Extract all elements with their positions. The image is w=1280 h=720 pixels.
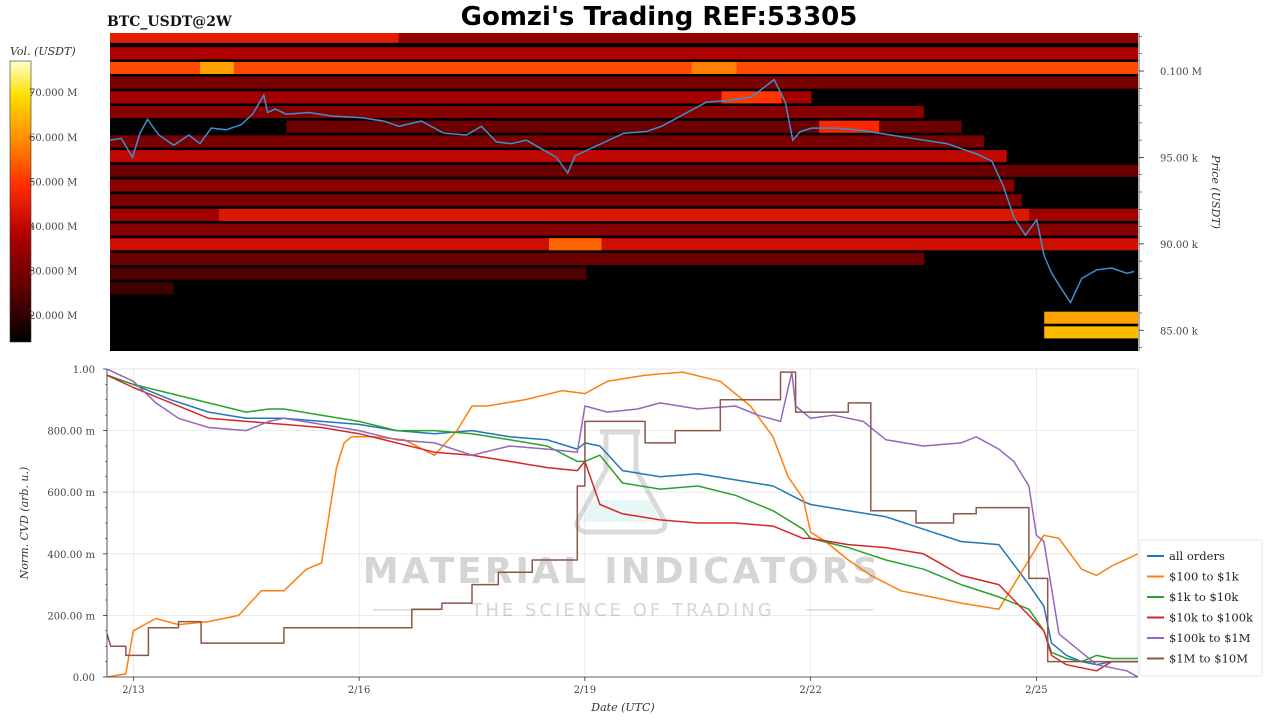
- legend-label: $100 to $1k: [1169, 570, 1240, 584]
- legend-label: $1k to $10k: [1169, 590, 1239, 604]
- heatmap-band: [110, 135, 985, 148]
- heatmap-band: [398, 33, 1138, 43]
- series-line-5: [107, 371, 1138, 663]
- colorbar-tick-label: 20.000 M: [29, 311, 77, 322]
- legend-label: $1M to $10M: [1169, 652, 1248, 666]
- legend-label: $10k to $100k: [1169, 611, 1254, 625]
- series-line-1: [107, 371, 1138, 677]
- heatmap-band: [110, 61, 1138, 74]
- cvd-y-tick-label: 800.00 m: [47, 427, 95, 438]
- colorbar-tick-label: 60.000 M: [29, 133, 77, 144]
- heatmap-band: [110, 223, 1138, 236]
- symbol-label: BTC_USDT@2W: [107, 14, 232, 30]
- cvd-y-tick-label: 600.00 m: [47, 488, 95, 499]
- heatmap-band: [1044, 326, 1138, 339]
- cvd-x-ticks: 2/13 2/16 2/19 2/22 2/25: [122, 677, 1048, 696]
- cvd-series: [107, 369, 1138, 677]
- cvd-y-axis-label: Norm. CVD (arb. u.): [18, 467, 31, 581]
- heatmap-band: [110, 76, 1138, 89]
- legend: all orders $100 to $1k $1k to $10k $10k to …: [1139, 539, 1263, 677]
- cvd-y-ticks: 0.00 200.00 m 400.00 m 600.00 m 800.00 m 1.00: [47, 365, 107, 684]
- heatmap-band: [691, 61, 737, 74]
- price-axis-ticks: 85.00 k 90.00 k 95.00 k 0.100 M: [1139, 36, 1202, 348]
- watermark: MATERIAL INDICATORS THE SCIENCE OF TRADI…: [363, 429, 882, 621]
- cvd-x-tick-label: 2/25: [1025, 685, 1047, 696]
- cvd-y-tick-label: 0.00: [73, 673, 95, 684]
- heatmap-panel: 85.00 k 90.00 k 95.00 k 0.100 M Price (USDT…: [110, 33, 1222, 351]
- cvd-x-tick-label: 2/22: [799, 685, 821, 696]
- colorbar-tick-label: 40.000 M: [29, 222, 77, 233]
- cvd-x-tick-label: 2/13: [122, 685, 144, 696]
- series-line-4: [107, 369, 1138, 677]
- cvd-y-tick-label: 1.00: [73, 365, 95, 376]
- heatmap-band: [110, 238, 1138, 251]
- heatmap-band: [110, 91, 812, 104]
- colorbar-ticks: 20.000 M 30.000 M 40.000 M 50.000 M 60.000 M…: [29, 88, 77, 322]
- legend-items: all orders $100 to $1k $1k to $10k $10k to …: [1147, 549, 1254, 666]
- colorbar-tick-label: 70.000 M: [29, 88, 77, 99]
- heatmap-band: [110, 33, 399, 43]
- heatmap-band: [110, 164, 1138, 177]
- watermark-subtitle: THE SCIENCE OF TRADING: [470, 600, 774, 621]
- colorbar-tick-label: 50.000 M: [29, 177, 77, 188]
- heatmap-band: [110, 106, 925, 119]
- colorbar-tick-label: 30.000 M: [29, 267, 77, 278]
- heatmap-band: [110, 194, 1022, 207]
- heatmap-band: [110, 267, 587, 280]
- price-tick-label: 95.00 k: [1160, 153, 1199, 164]
- legend-label: all orders: [1169, 549, 1225, 563]
- series-line-0: [107, 374, 1138, 666]
- chart-title: Gomzi's Trading REF:53305: [461, 2, 858, 32]
- heatmap-band: [286, 120, 962, 133]
- cvd-plot-area: [106, 368, 1139, 678]
- colorbar: [9, 60, 32, 343]
- heatmap-band: [110, 179, 1015, 192]
- legend-label: $100k to $1M: [1169, 631, 1251, 645]
- cvd-panel: MATERIAL INDICATORS THE SCIENCE OF TRADI…: [18, 365, 1263, 714]
- watermark-title: MATERIAL INDICATORS: [363, 551, 882, 592]
- price-tick-label: 90.00 k: [1160, 240, 1199, 251]
- price-axis-label: Price (USDT): [1209, 154, 1222, 229]
- price-tick-label: 0.100 M: [1160, 67, 1202, 78]
- heatmap-band: [200, 61, 234, 74]
- heatmap-bands: [110, 33, 1138, 339]
- heatmap-band: [819, 120, 880, 133]
- heatmap-band: [110, 282, 174, 295]
- heatmap-band: [110, 150, 1007, 163]
- heatmap-band: [110, 47, 1138, 60]
- legend-box: [1139, 539, 1263, 677]
- colorbar-label: Vol. (USDT): [10, 45, 76, 58]
- price-tick-label: 85.00 k: [1160, 326, 1199, 337]
- series-line-3: [107, 374, 1138, 672]
- price-line: [110, 78, 1135, 305]
- cvd-x-tick-label: 2/16: [348, 685, 370, 696]
- cvd-x-tick-label: 2/19: [574, 685, 596, 696]
- cvd-x-axis-label: Date (UTC): [590, 701, 654, 714]
- heatmap-band: [1044, 311, 1138, 324]
- cvd-y-tick-label: 400.00 m: [47, 550, 95, 561]
- heatmap-band: [110, 252, 925, 265]
- heatmap-band: [548, 238, 602, 251]
- heatmap-band: [218, 208, 1030, 221]
- cvd-y-tick-label: 200.00 m: [47, 611, 95, 622]
